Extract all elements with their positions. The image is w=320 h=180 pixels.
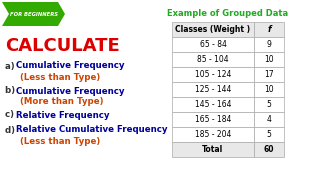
Text: 185 - 204: 185 - 204 (195, 130, 231, 139)
Text: a): a) (5, 62, 18, 71)
Bar (254, 52, 284, 67)
Text: (Less than Type): (Less than Type) (20, 73, 100, 82)
Text: CALCULATE: CALCULATE (5, 37, 120, 55)
Bar (172, 52, 254, 67)
Bar (254, 112, 284, 127)
Bar (172, 142, 254, 157)
Bar (254, 142, 284, 157)
Text: (More than Type): (More than Type) (20, 98, 103, 107)
Polygon shape (2, 2, 65, 26)
Bar (172, 37, 254, 52)
Text: FOR BEGINNERS: FOR BEGINNERS (10, 12, 58, 17)
Text: Relative Frequency: Relative Frequency (16, 111, 109, 120)
Bar (254, 82, 284, 97)
Text: (Less than Type): (Less than Type) (20, 136, 100, 145)
Text: 17: 17 (264, 70, 274, 79)
Text: Cumulative Frequency: Cumulative Frequency (16, 62, 124, 71)
Bar (172, 127, 254, 142)
Bar (172, 67, 254, 82)
Text: Relative Cumulative Frequency: Relative Cumulative Frequency (16, 125, 167, 134)
Text: 60: 60 (264, 145, 274, 154)
Text: 85 - 104: 85 - 104 (197, 55, 229, 64)
Text: 9: 9 (267, 40, 271, 49)
Text: 5: 5 (267, 100, 271, 109)
Bar (254, 22, 284, 37)
Text: 165 - 184: 165 - 184 (195, 115, 231, 124)
Bar (172, 82, 254, 97)
Bar (254, 127, 284, 142)
Bar (172, 97, 254, 112)
Bar (254, 97, 284, 112)
Text: 10: 10 (264, 85, 274, 94)
Text: 10: 10 (264, 55, 274, 64)
Text: Cumulative Frequency: Cumulative Frequency (16, 87, 124, 96)
Bar (172, 22, 254, 37)
Text: 145 - 164: 145 - 164 (195, 100, 231, 109)
Text: Total: Total (202, 145, 224, 154)
Text: Example of Grouped Data: Example of Grouped Data (167, 10, 289, 19)
Text: 4: 4 (267, 115, 271, 124)
Text: 5: 5 (267, 130, 271, 139)
Bar (172, 112, 254, 127)
Text: b): b) (5, 87, 18, 96)
Text: Classes (Weight ): Classes (Weight ) (175, 25, 251, 34)
Text: f: f (267, 25, 271, 34)
Text: 125 - 144: 125 - 144 (195, 85, 231, 94)
Text: 65 - 84: 65 - 84 (200, 40, 227, 49)
Text: c): c) (5, 111, 17, 120)
Bar (254, 67, 284, 82)
Text: d): d) (5, 125, 18, 134)
Text: 105 - 124: 105 - 124 (195, 70, 231, 79)
Bar (254, 37, 284, 52)
